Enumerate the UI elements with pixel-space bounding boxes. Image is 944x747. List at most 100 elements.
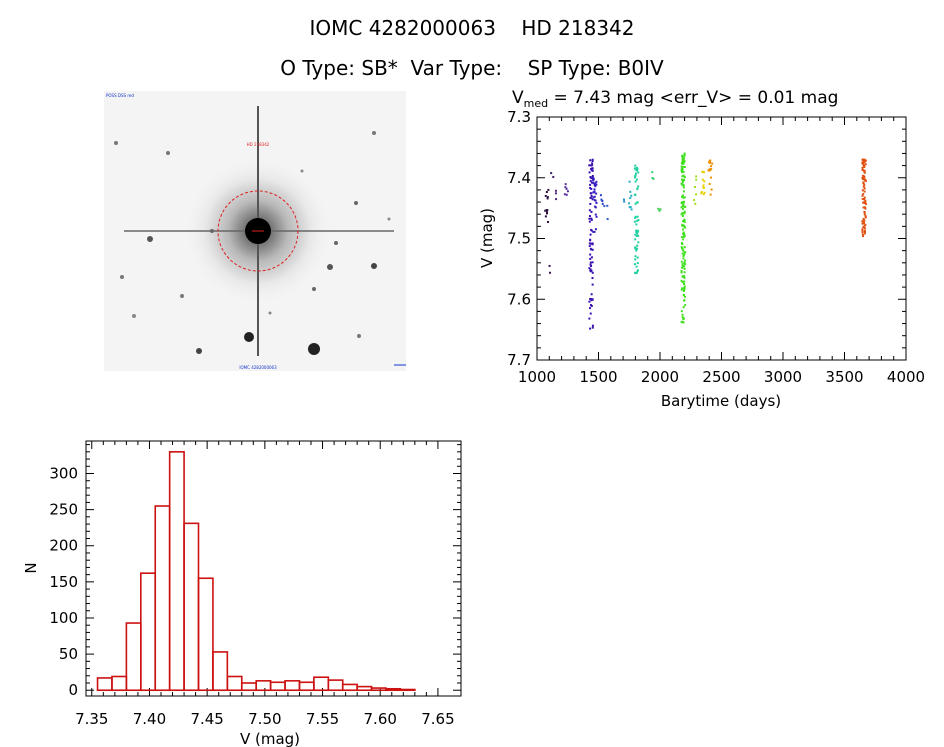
histogram-bar (298, 681, 315, 692)
light-curve-point (683, 259, 686, 262)
light-curve-point (637, 229, 640, 232)
image-bottom-label: IOMC 4282000063 (239, 365, 277, 370)
light-curve-xtick-label: 4000 (887, 368, 925, 386)
light-curve-point (683, 253, 686, 256)
light-curve-point (592, 181, 595, 184)
light-curve-point (683, 246, 686, 249)
light-curve-point (636, 215, 639, 218)
light-curve-point (565, 193, 568, 196)
light-curve-point (637, 241, 640, 244)
light-curve-point (681, 211, 684, 214)
light-curve-point (636, 167, 639, 170)
light-curve-point (683, 233, 686, 236)
light-curve-point (590, 256, 593, 259)
light-curve-point (682, 232, 685, 235)
light-curve-point (707, 169, 710, 172)
light-curve-point (864, 230, 867, 233)
light-curve-point (588, 215, 591, 218)
light-curve-point (681, 205, 684, 208)
histogram-bar (154, 505, 171, 692)
light-curve-point (681, 313, 684, 316)
light-curve-point (683, 299, 686, 302)
light-curve-point (683, 276, 686, 279)
light-curve-point (863, 206, 866, 209)
light-curve-point (593, 230, 596, 233)
background-star (371, 263, 377, 269)
light-curve-point (863, 213, 866, 216)
light-curve-point (636, 270, 639, 273)
light-curve-point (683, 282, 686, 285)
survey-label: POSS DSS red (106, 93, 134, 98)
background-star (268, 311, 272, 315)
light-curve-point (862, 193, 865, 196)
light-curve-point (651, 176, 654, 179)
light-curve-point (683, 234, 686, 237)
light-curve-point (589, 239, 592, 242)
light-curve-point (588, 220, 591, 223)
light-curve-point (589, 307, 592, 310)
light-curve-point (544, 209, 547, 212)
light-curve-point (680, 288, 683, 291)
background-star (166, 151, 170, 155)
light-curve-point (682, 306, 685, 309)
light-curve-point (591, 167, 594, 170)
light-curve-point (590, 181, 593, 184)
histogram-xtick-label: 7.65 (421, 710, 454, 728)
light-curve-point (683, 267, 686, 270)
light-curve-point (594, 199, 597, 202)
light-curve-point (588, 171, 591, 174)
light-curve-point (681, 248, 684, 251)
light-curve-point (683, 274, 686, 277)
light-curve-group: Vmed = 7.43 mag <err_V> = 0.01 mag Baryt… (478, 88, 925, 410)
histogram-frame (85, 440, 462, 697)
light-curve-point (710, 168, 713, 171)
light-curve-point (563, 193, 566, 196)
light-curve-point (591, 271, 594, 274)
light-curve-point (861, 231, 864, 234)
light-curve-point (680, 310, 683, 313)
light-curve-point (606, 218, 609, 221)
light-curve-title: Vmed = 7.43 mag <err_V> = 0.01 mag (512, 88, 838, 110)
background-star (387, 217, 391, 221)
light-curve-point (702, 184, 705, 187)
light-curve-point (589, 176, 592, 179)
light-curve-point (593, 188, 596, 191)
light-curve-point (700, 192, 703, 195)
light-curve-point (590, 304, 593, 307)
light-curve-point (681, 243, 684, 246)
light-curve-point (683, 176, 686, 179)
light-curve-point (683, 285, 686, 288)
light-curve-point (682, 257, 685, 260)
light-curve-point (591, 261, 594, 264)
light-curve-point (681, 264, 684, 267)
histogram-xtick-label: 7.35 (75, 710, 108, 728)
light-curve-point (682, 318, 685, 321)
light-curve-point (634, 272, 637, 275)
light-curve-point (594, 182, 597, 185)
histogram-group: V (mag) N 7.35 7.40 7.45 7.50 7.55 7.60 7.65 0 5… (22, 440, 462, 747)
background-star (244, 332, 254, 342)
light-curve-point (599, 194, 602, 197)
light-curve-point (629, 197, 632, 200)
light-curve-point (544, 194, 547, 197)
histogram-ytick-label: 50 (59, 645, 78, 663)
light-curve-point (589, 327, 592, 330)
light-curve-point (680, 246, 683, 249)
light-curve-point (589, 257, 592, 260)
light-curve-point (681, 236, 684, 239)
light-curve-point (589, 261, 592, 264)
light-curve-point (589, 159, 592, 162)
light-curve-point (681, 266, 684, 269)
light-curve-point (550, 172, 553, 175)
light-curve-point (684, 263, 687, 266)
light-curve-point (591, 248, 594, 251)
light-curve-point (545, 212, 548, 215)
histogram-bar (168, 451, 185, 692)
light-curve-point (680, 279, 683, 282)
light-curve-point (701, 178, 704, 181)
light-curve-ytick-label: 7.7 (507, 351, 531, 369)
light-curve-point (606, 204, 609, 207)
light-curve-point (589, 196, 592, 199)
light-curve-point (680, 182, 683, 185)
light-curve-point (629, 206, 632, 209)
